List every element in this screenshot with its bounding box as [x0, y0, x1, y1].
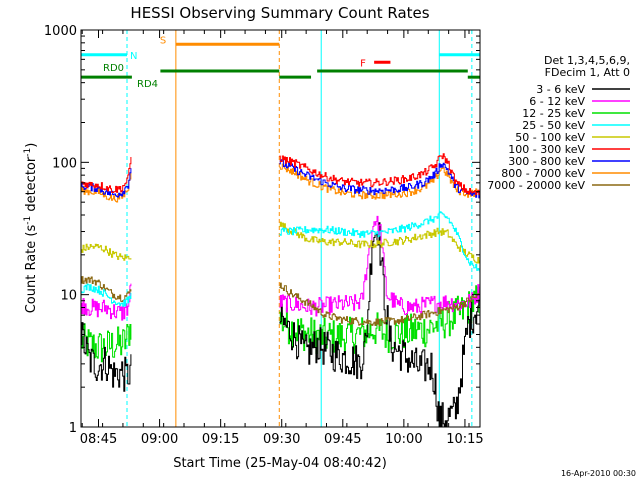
series-1-segment-1 [81, 283, 132, 321]
legend-label-6: 300 - 800 keV [508, 155, 585, 168]
x-tick-label-4: 09:45 [324, 432, 361, 447]
y-axis-label: Count Rate (s-1 detector-1) [23, 143, 39, 314]
plot-frame [80, 29, 481, 428]
x-tick-label-2: 09:15 [202, 432, 239, 447]
legend-label-7: 800 - 7000 keV [501, 167, 585, 180]
y-tick-label-3: 1000 [44, 24, 77, 39]
flag-label-f: F [360, 58, 366, 69]
series-3-segment-2 [279, 211, 481, 273]
series-6-segment-2 [279, 159, 481, 199]
legend-label-1: 6 - 12 keV [529, 95, 585, 108]
series-2-segment-1 [81, 323, 132, 363]
flag-label-s: S [160, 35, 166, 46]
x-tick-label-0: 08:45 [80, 432, 117, 447]
series-3-segment-1 [81, 283, 132, 307]
series-4-segment-2 [279, 221, 481, 264]
legend-label-0: 3 - 6 keV [536, 83, 585, 96]
series-5-segment-1 [81, 157, 132, 193]
series-7-segment-2 [279, 163, 481, 200]
series-4-segment-1 [81, 243, 132, 261]
series-0-segment-1 [81, 322, 132, 392]
legend-header-1: FDecim 1, Att 0 [545, 66, 630, 79]
flag-label-rd4: RD4 [137, 79, 158, 90]
legend-label-4: 50 - 100 keV [515, 131, 585, 144]
x-axis-label: Start Time (25-May-04 08:40:42) [173, 456, 387, 471]
legend-header-0: Det 1,3,4,5,6,9, [544, 54, 630, 67]
legend-label-3: 25 - 50 keV [522, 119, 585, 132]
y-tick-label-2: 100 [52, 156, 77, 171]
series-1-segment-2 [279, 215, 481, 317]
legend-label-2: 12 - 25 keV [522, 107, 585, 120]
chart-title: HESSI Observing Summary Count Rates [130, 4, 429, 22]
y-tick-label-1: 10 [60, 289, 77, 304]
footer-date: 16-Apr-2010 00:30 [561, 469, 636, 478]
flag-bars: N S RD0 RD4 F [81, 35, 480, 90]
series-8-segment-1 [81, 276, 132, 302]
axes: 1 10 100 1000 08:45 09:00 09:15 09:30 09:45 10:00… [44, 24, 484, 447]
x-tick-label-6: 10:15 [446, 432, 483, 447]
x-tick-label-5: 10:00 [385, 432, 422, 447]
legend: Det 1,3,4,5,6,9,FDecim 1, Att 0 3 - 6 keV… [487, 54, 630, 192]
series-8-segment-2 [279, 282, 481, 327]
legend-label-8: 7000 - 20000 keV [487, 179, 585, 192]
flag-label-n: N [130, 51, 137, 62]
x-tick-label-1: 09:00 [141, 432, 178, 447]
flag-label-rd0: RD0 [103, 63, 124, 74]
series-5-segment-2 [279, 153, 481, 196]
legend-label-5: 100 - 300 keV [508, 143, 585, 156]
y-tick-label-0: 1 [69, 421, 77, 436]
x-tick-label-3: 09:30 [263, 432, 300, 447]
